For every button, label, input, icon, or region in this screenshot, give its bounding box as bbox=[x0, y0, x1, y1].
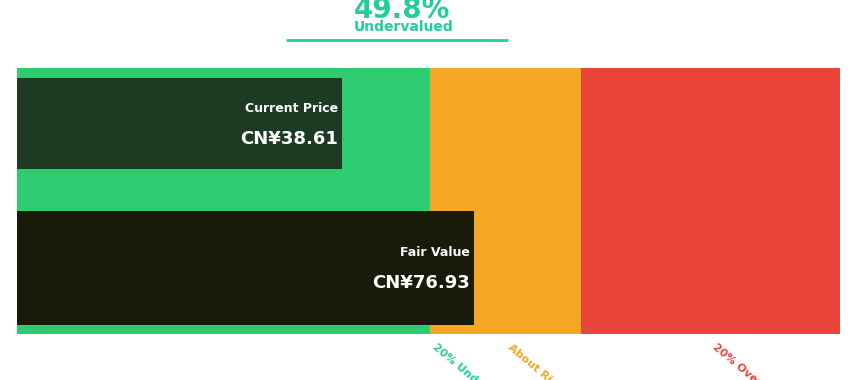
Bar bbox=[17, 78, 342, 169]
Text: 49.8%: 49.8% bbox=[354, 0, 450, 24]
Bar bbox=[17, 68, 429, 177]
Text: 20% Overvalued: 20% Overvalued bbox=[710, 342, 794, 380]
Bar bbox=[429, 177, 580, 201]
Bar bbox=[429, 201, 580, 334]
Text: 20% Undervalued: 20% Undervalued bbox=[429, 342, 521, 380]
Bar bbox=[580, 68, 839, 177]
Bar bbox=[17, 211, 474, 325]
Bar bbox=[580, 177, 839, 201]
Text: Current Price: Current Price bbox=[245, 102, 337, 115]
Bar bbox=[17, 177, 429, 201]
Bar bbox=[17, 201, 429, 334]
Text: CN¥76.93: CN¥76.93 bbox=[371, 274, 469, 292]
Text: Undervalued: Undervalued bbox=[354, 21, 453, 34]
Text: About Right: About Right bbox=[505, 342, 568, 380]
Text: CN¥38.61: CN¥38.61 bbox=[239, 130, 337, 148]
Bar bbox=[429, 68, 580, 177]
Text: Fair Value: Fair Value bbox=[400, 246, 469, 259]
Bar bbox=[580, 201, 839, 334]
